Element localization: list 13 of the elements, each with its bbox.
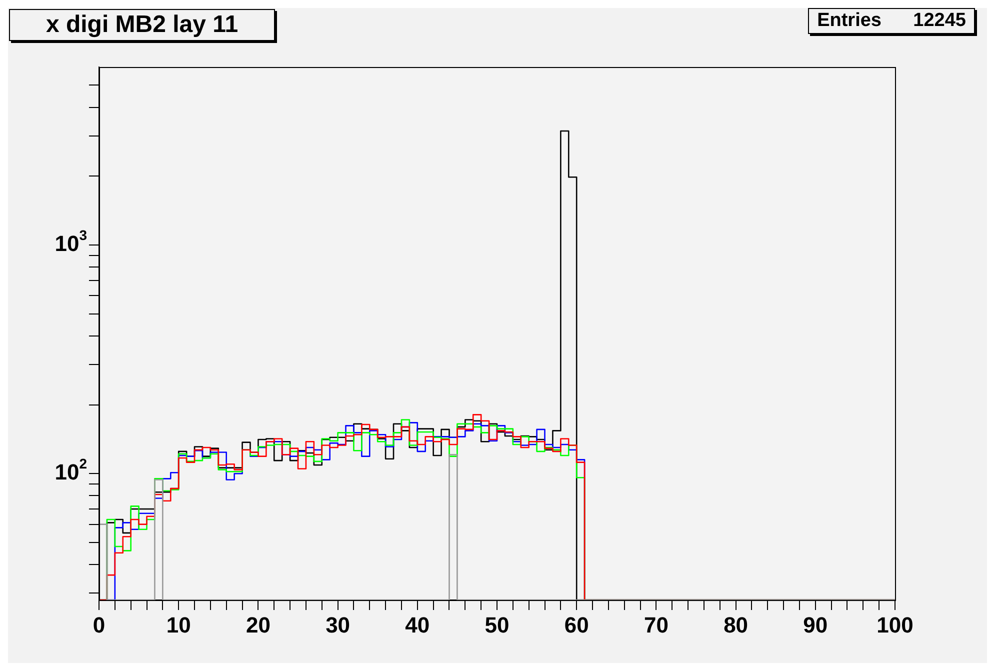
text: Entries 12245 xyxy=(808,8,975,34)
x-tick-label: 60 xyxy=(564,612,589,638)
x-tick-label: 50 xyxy=(484,612,510,638)
x-tick-label: 80 xyxy=(724,612,748,638)
x-tick-label: 20 xyxy=(246,612,270,638)
x-tick-label: 0 xyxy=(92,612,106,638)
x-tick-label: 90 xyxy=(803,612,828,638)
chart-title: x digi MB2 lay 11 xyxy=(9,9,275,41)
x-tick-label: 70 xyxy=(644,612,668,638)
x-tick-label: 40 xyxy=(405,612,430,638)
x-tick-label: 100 xyxy=(876,612,914,638)
x-tick-label: 10 xyxy=(166,612,191,638)
x-tick-label: 30 xyxy=(326,612,350,638)
